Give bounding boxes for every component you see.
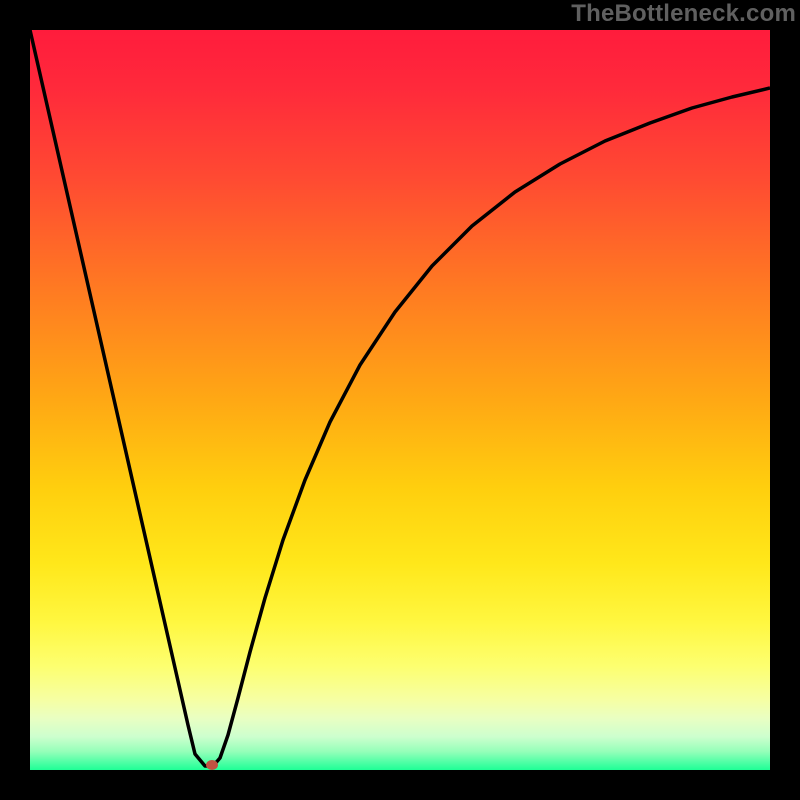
- chart-container: TheBottleneck.com: [0, 0, 800, 800]
- optimal-marker: [206, 760, 218, 770]
- chart-svg: [0, 0, 800, 800]
- plot-background: [30, 30, 770, 770]
- watermark-label: TheBottleneck.com: [571, 0, 796, 26]
